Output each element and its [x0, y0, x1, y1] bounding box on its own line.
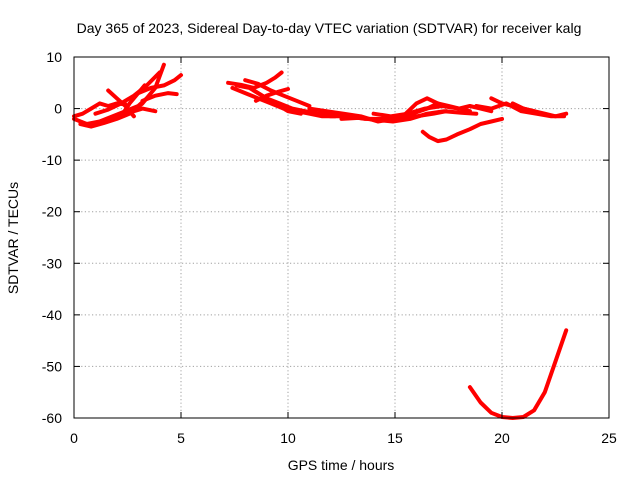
x-tick-label: 15	[387, 430, 403, 446]
series-line-arc-7	[119, 83, 147, 119]
y-tick-label: -20	[42, 204, 62, 220]
series-line-arc-18	[339, 109, 479, 124]
x-tick-label: 10	[280, 430, 296, 446]
x-tick-label: 0	[70, 430, 78, 446]
y-axis-label: SDTVAR / TECUs	[5, 182, 21, 294]
x-axis-label: GPS time / hours	[288, 457, 395, 473]
series-line-arc-15	[253, 87, 290, 103]
series-line-arc-4	[93, 70, 162, 116]
y-tick-label: -30	[42, 255, 62, 271]
data-series	[72, 62, 569, 420]
x-tick-label: 20	[494, 430, 510, 446]
grid	[74, 57, 609, 418]
tick-labels: 0 5 10 15 20 25 10 0 -10 -20 -30 -40 -50 -60	[42, 49, 617, 446]
x-tick-label: 25	[601, 430, 617, 446]
series-line-arc-9	[140, 91, 179, 103]
series-line-arc-24	[510, 101, 569, 119]
series-line-arc-8	[136, 73, 183, 96]
series-line-arc-6	[97, 106, 158, 124]
plot-frame	[73, 56, 610, 419]
y-tick-label: -10	[42, 152, 62, 168]
chart-title: Day 365 of 2023, Sidereal Day-to-day VTE…	[77, 20, 582, 36]
y-tick-label: 0	[54, 101, 62, 117]
y-tick-label: 10	[46, 49, 62, 65]
y-tick-label: -60	[42, 410, 62, 426]
series-line-arc-21	[420, 116, 504, 144]
y-tick-label: -50	[42, 358, 62, 374]
x-tick-label: 5	[177, 430, 185, 446]
y-tick-label: -40	[42, 307, 62, 323]
